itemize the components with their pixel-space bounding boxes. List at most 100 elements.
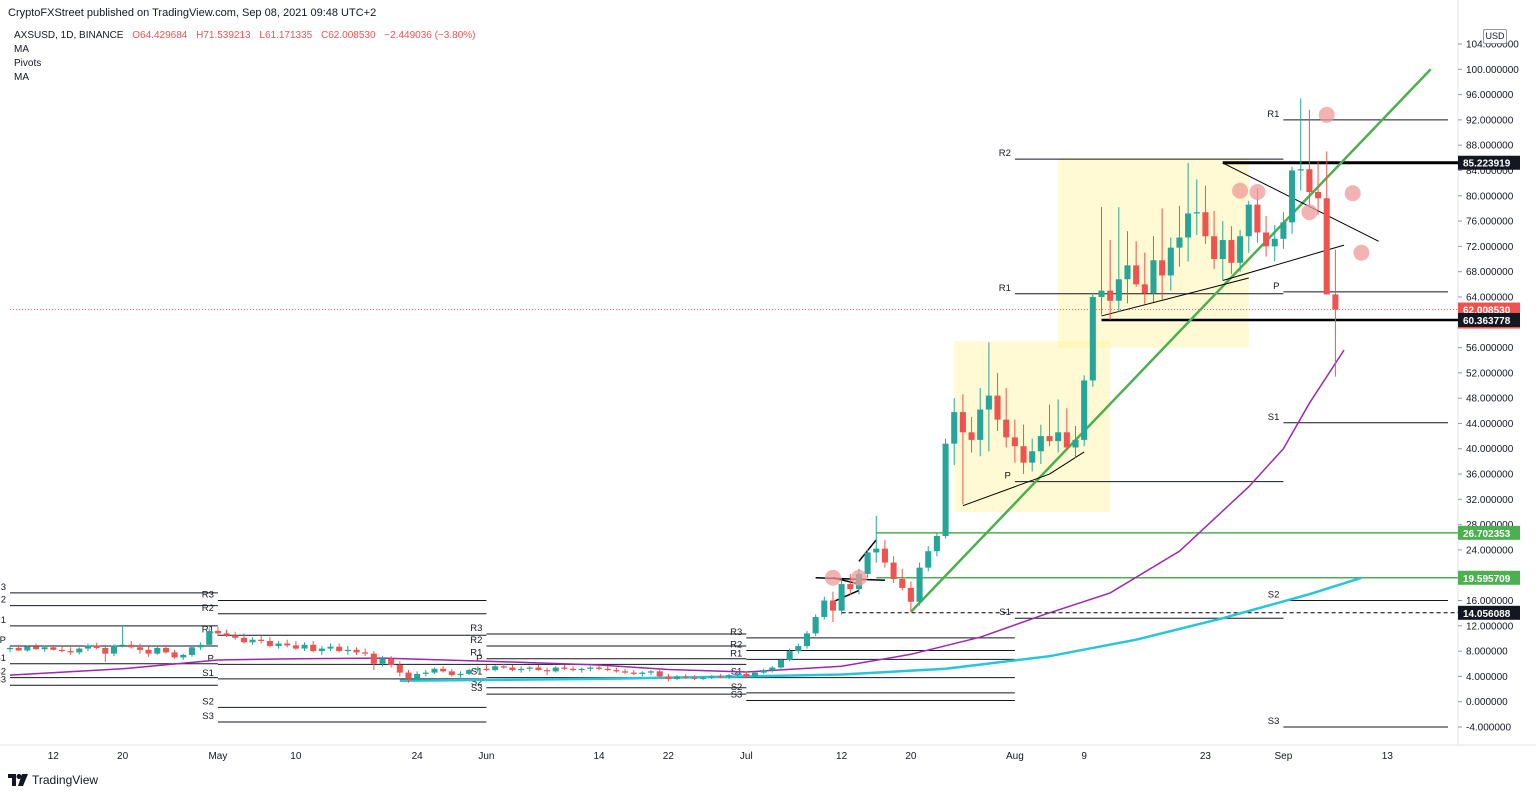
candle: [240, 633, 247, 644]
candle: [613, 667, 620, 673]
x-tick-label: May: [208, 751, 227, 762]
pivot-level-label: R3: [730, 627, 742, 638]
y-tick-label: 92.000000: [1466, 115, 1514, 126]
candle: [1237, 229, 1244, 272]
candle: [1332, 249, 1339, 377]
moving-average-line: [399, 576, 1362, 683]
candle-body: [1245, 204, 1252, 237]
candle: [959, 394, 966, 505]
candle: [829, 591, 836, 623]
candle-body: [613, 670, 620, 672]
x-tick-label: 14: [593, 751, 605, 762]
candle: [1176, 205, 1183, 267]
candle: [552, 666, 559, 673]
pivot-level-label: S2: [0, 667, 6, 678]
x-tick-label: 20: [905, 751, 917, 762]
indicator-pivots[interactable]: Pivots: [14, 58, 42, 69]
candle: [214, 627, 221, 636]
currency-button[interactable]: USD: [1483, 29, 1507, 44]
candle: [881, 539, 888, 568]
candle-body: [1072, 439, 1079, 448]
candle: [249, 637, 256, 645]
candle-body: [214, 630, 221, 634]
candle: [448, 668, 455, 677]
pivot-level-label: S1: [471, 667, 483, 678]
tradingview-logo[interactable]: TradingView: [8, 773, 98, 787]
candle: [1063, 408, 1070, 451]
candle: [1098, 207, 1105, 315]
candle-body: [136, 647, 143, 650]
candle: [1020, 424, 1027, 475]
candle: [1289, 166, 1296, 234]
y-tick-label: 80.000000: [1466, 191, 1514, 202]
candle-body: [648, 671, 655, 673]
pivot-level-label: R2: [0, 595, 6, 606]
candle-body: [15, 647, 22, 651]
candle: [596, 665, 603, 671]
candle-body: [925, 551, 932, 568]
candle-body: [431, 668, 438, 673]
candle-body: [1289, 170, 1296, 223]
candle-body: [587, 667, 594, 669]
candle: [362, 648, 369, 657]
candle-body: [682, 676, 689, 678]
candle-body: [1211, 236, 1218, 260]
candle: [933, 533, 940, 557]
candle: [1245, 200, 1252, 253]
x-tick-label: 20: [117, 751, 129, 762]
pivot-level-label: R3: [470, 623, 482, 634]
highlight-circle: [1353, 244, 1370, 261]
candle: [396, 661, 403, 677]
y-tick-label: -4.000000: [1466, 723, 1511, 734]
candle: [301, 642, 308, 652]
candle-body: [604, 668, 611, 671]
candle: [483, 665, 490, 672]
candle-body: [180, 654, 187, 658]
candle: [15, 644, 22, 652]
symbol-label[interactable]: AXSUSD, 1D, BINANCE: [14, 30, 124, 41]
candle: [1150, 236, 1157, 303]
candle-body: [665, 676, 672, 679]
candle-body: [197, 644, 204, 648]
y-tick-label: 24.000000: [1466, 545, 1514, 556]
x-tick-label: Jun: [478, 751, 494, 762]
low-value: L61.171335: [259, 30, 313, 41]
y-tick-label: 76.000000: [1466, 217, 1514, 228]
candle-body: [1271, 238, 1278, 247]
symbol-ohlc-row[interactable]: AXSUSD, 1D, BINANCE O64.429684 H71.53921…: [14, 29, 481, 43]
x-tick-label: Sep: [1275, 751, 1293, 762]
candle: [500, 663, 507, 669]
indicator-ma-1[interactable]: MA: [14, 44, 29, 55]
indicator-ma-2[interactable]: MA: [14, 72, 29, 83]
pivot-level-label: S2: [1268, 590, 1280, 601]
candle-body: [864, 552, 871, 574]
candle: [128, 640, 135, 649]
candle-body: [803, 633, 810, 647]
candle-body: [1193, 212, 1200, 214]
candle-body: [699, 677, 707, 679]
x-tick-label: 12: [836, 751, 848, 762]
candle: [786, 648, 793, 662]
candle: [1219, 221, 1226, 281]
candle-body: [907, 587, 914, 602]
candle: [110, 644, 117, 657]
candle: [180, 653, 187, 660]
candle-body: [1306, 169, 1313, 192]
candle-body: [656, 671, 663, 677]
candle: [1211, 210, 1218, 270]
candle: [388, 656, 395, 668]
pivot-level-label: R1: [1267, 109, 1279, 120]
candle: [570, 666, 577, 672]
y-tick-label: 48.000000: [1466, 394, 1514, 405]
candle-body: [162, 647, 169, 653]
y-tick-label: 96.000000: [1466, 90, 1514, 101]
y-tick-label: 104.000000: [1466, 40, 1519, 51]
candle: [1115, 207, 1122, 313]
candle-body: [985, 395, 992, 410]
candle-body: [1228, 240, 1235, 263]
candle: [795, 643, 802, 654]
candle-body: [1167, 247, 1174, 276]
candle: [84, 643, 91, 652]
candle: [803, 630, 810, 649]
